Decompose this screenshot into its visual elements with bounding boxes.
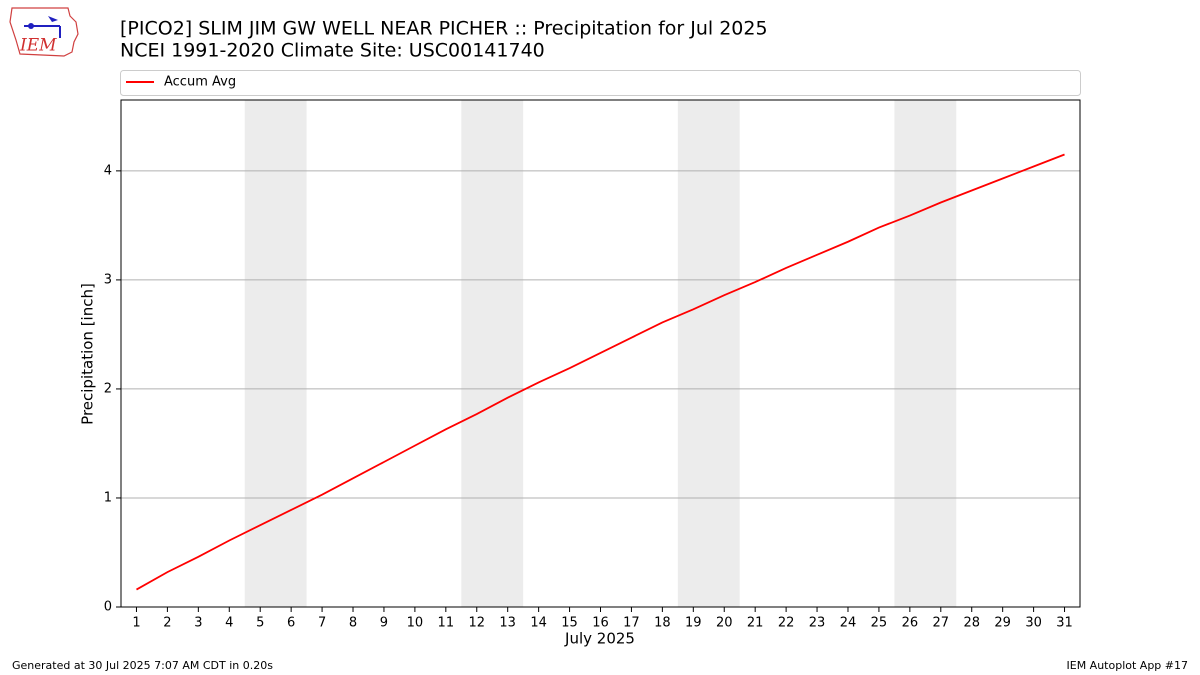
x-tick-label: 1 xyxy=(132,616,140,631)
x-tick-label: 9 xyxy=(380,616,388,631)
plot-frame xyxy=(120,99,1081,608)
y-tick-label: 2 xyxy=(104,381,112,396)
data-line xyxy=(136,153,1065,591)
x-tick-label: 31 xyxy=(1056,616,1073,631)
x-tick-label: 8 xyxy=(349,616,357,631)
x-tick-label: 4 xyxy=(225,616,233,631)
x-tick-label: 27 xyxy=(933,616,950,631)
x-tick-label: 22 xyxy=(778,616,795,631)
x-tick-label: 21 xyxy=(747,616,764,631)
weekend-shade xyxy=(677,100,740,607)
chart-title: [PICO2] SLIM JIM GW WELL NEAR PICHER :: … xyxy=(120,18,768,40)
x-tick-label: 17 xyxy=(623,616,640,631)
x-tick-label: 26 xyxy=(902,616,919,631)
legend-label: Accum Avg xyxy=(164,75,236,90)
weekend-shade xyxy=(244,100,307,607)
x-tick-label: 3 xyxy=(194,616,202,631)
x-tick-label: 11 xyxy=(438,616,455,631)
y-tick-label: 0 xyxy=(104,600,112,615)
logo-text: IEM xyxy=(19,36,57,56)
x-tick-label: 20 xyxy=(716,616,733,631)
y-tick-label: 3 xyxy=(104,272,112,287)
x-tick-label: 6 xyxy=(287,616,295,631)
x-tick-label: 30 xyxy=(1025,616,1042,631)
x-axis-label: July 2025 xyxy=(564,630,635,648)
x-tick-label: 29 xyxy=(994,616,1011,631)
legend-box xyxy=(120,70,1081,96)
x-tick-label: 19 xyxy=(685,616,702,631)
footer-right: IEM Autoplot App #17 xyxy=(1067,659,1189,672)
weekend-shade xyxy=(894,100,957,607)
chart-subtitle: NCEI 1991-2020 Climate Site: USC00141740 xyxy=(120,40,545,62)
x-tick-label: 25 xyxy=(871,616,888,631)
weekend-shade xyxy=(461,100,524,607)
y-tick-label: 1 xyxy=(104,490,112,505)
x-tick-label: 14 xyxy=(530,616,547,631)
x-tick-label: 12 xyxy=(468,616,485,631)
x-tick-label: 10 xyxy=(407,616,424,631)
x-tick-label: 16 xyxy=(592,616,609,631)
x-tick-label: 18 xyxy=(654,616,671,631)
y-axis-label: Precipitation [inch] xyxy=(79,283,97,425)
x-tick-label: 5 xyxy=(256,616,264,631)
logo: IEM xyxy=(9,7,79,57)
x-tick-label: 28 xyxy=(963,616,980,631)
footer-left: Generated at 30 Jul 2025 7:07 AM CDT in … xyxy=(12,659,273,672)
x-tick-label: 15 xyxy=(561,616,578,631)
x-tick-label: 2 xyxy=(163,616,171,631)
y-tick-label: 4 xyxy=(104,163,112,178)
x-tick-label: 24 xyxy=(840,616,857,631)
x-tick-label: 13 xyxy=(499,616,516,631)
x-tick-label: 23 xyxy=(809,616,826,631)
x-tick-label: 7 xyxy=(318,616,326,631)
